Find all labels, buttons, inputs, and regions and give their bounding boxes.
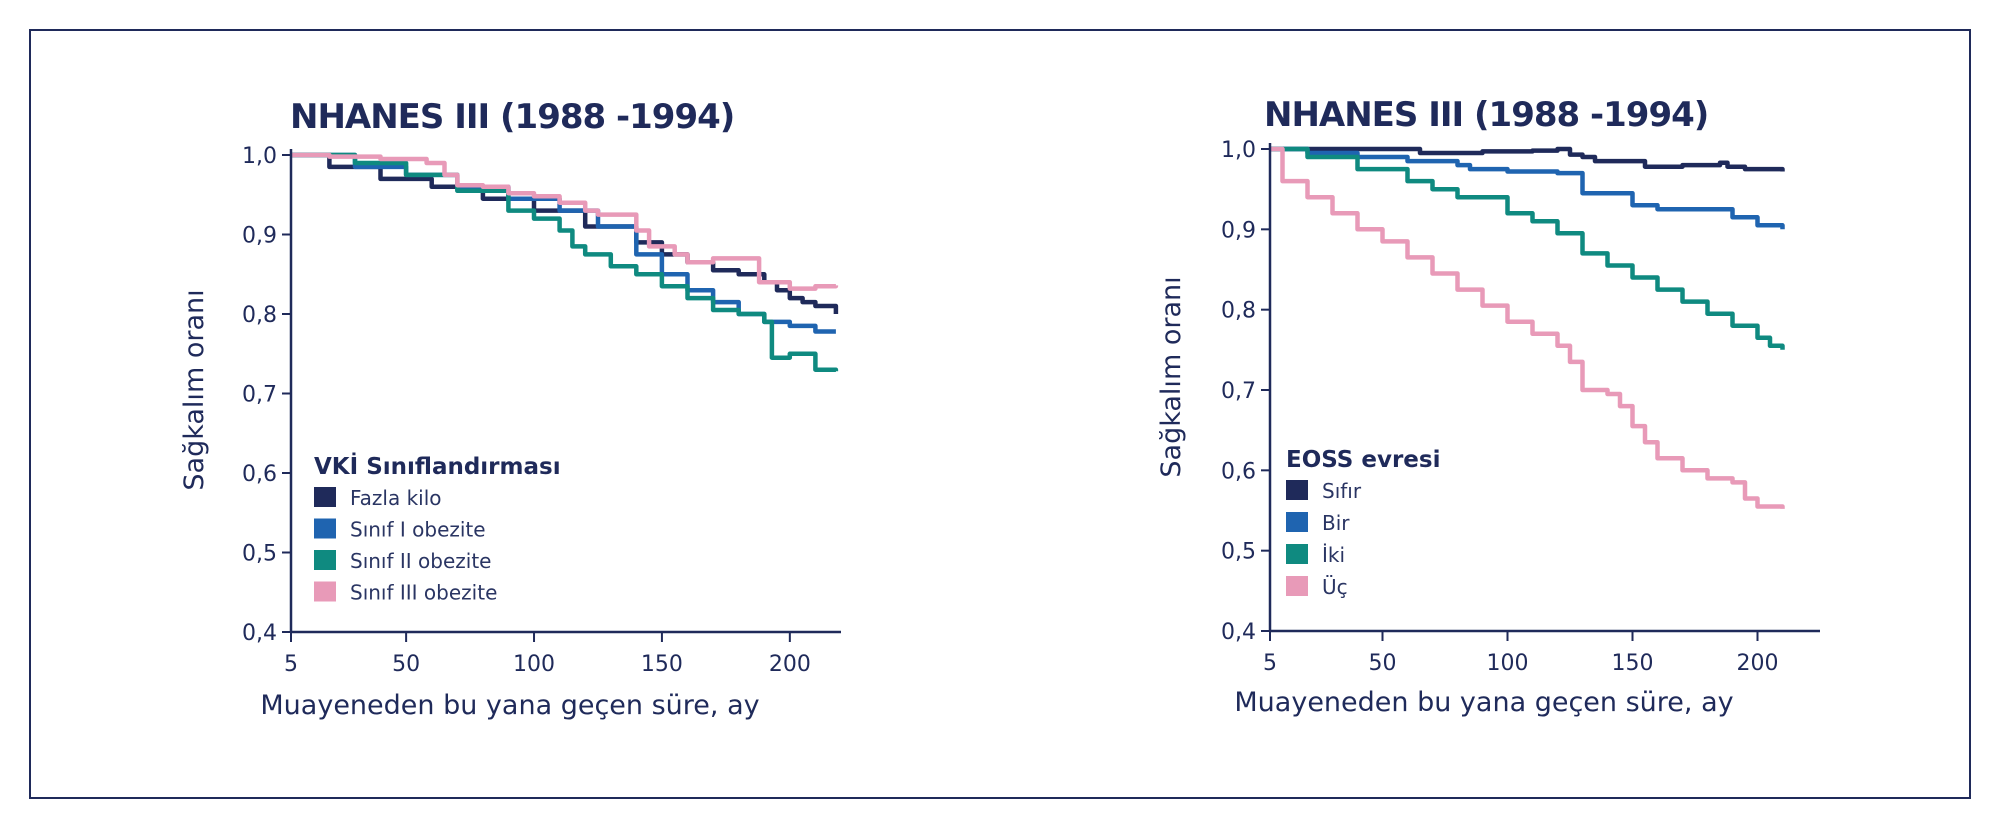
y-tick-label: 0,9 (1221, 218, 1256, 243)
legend-swatch (1286, 576, 1308, 596)
y-tick-label: 0,7 (1221, 379, 1256, 404)
x-axis-ticks: 5 50 100 150 200 (1263, 631, 1779, 676)
x-axis-label: Muayeneden bu yana geçen süre, ay (1234, 687, 1733, 718)
y-tick-label: 0,7 (242, 383, 277, 408)
y-tick-label: 1,0 (242, 144, 277, 169)
y-tick-label: 0,5 (1221, 540, 1256, 565)
legend-label: Fazla kilo (350, 486, 442, 510)
legend: EOSS evresi Sıfır Bir İki Üç (1286, 447, 1440, 599)
series-line (291, 152, 839, 291)
x-tick-label: 200 (1737, 651, 1779, 676)
series-line (1270, 146, 1785, 172)
legend: VKİ Sınıflandırması Fazla kilo Sınıf I ob… (314, 452, 561, 605)
series-line (1270, 146, 1785, 509)
x-tick-label: 100 (513, 652, 555, 677)
x-tick-label: 5 (284, 652, 298, 677)
y-tick-label: 1,0 (1221, 138, 1256, 163)
x-axis-ticks: 5 50 100 150 200 (284, 632, 811, 677)
legend-swatch (314, 550, 336, 570)
x-tick-label: 5 (1263, 651, 1277, 676)
x-tick-label: 150 (641, 652, 683, 677)
legend-label: Üç (1322, 575, 1348, 599)
legend-swatch (1286, 512, 1308, 532)
series-line (1270, 146, 1785, 350)
y-axis-label: Sağkalım oranı (179, 289, 210, 490)
chart-title: NHANES III (1988 -1994) (1264, 95, 1708, 135)
legend-label: Sınıf III obezite (350, 581, 497, 605)
y-tick-label: 0,6 (242, 462, 277, 487)
x-tick-label: 100 (1487, 651, 1529, 676)
series-line (291, 152, 836, 334)
series-lines (1270, 146, 1785, 509)
y-tick-label: 0,4 (242, 621, 277, 646)
x-tick-label: 200 (769, 652, 811, 677)
legend-label: İki (1322, 543, 1345, 567)
legend-label: Sınıf I obezite (350, 518, 486, 542)
chart-vki: NHANES III (1988 -1994) 1,0 0,9 0,8 0,7 0,6 0… (179, 97, 841, 721)
legend-label: Bir (1322, 511, 1350, 535)
y-tick-label: 0,6 (1221, 459, 1256, 484)
series-line (1270, 146, 1785, 230)
legend-swatch (1286, 544, 1308, 564)
series-lines (291, 152, 839, 372)
x-tick-label: 50 (392, 652, 420, 677)
y-tick-label: 0,5 (242, 542, 277, 567)
legend-swatch (314, 581, 336, 602)
figure-frame (29, 29, 1971, 799)
series-line (291, 152, 839, 372)
y-tick-label: 0,8 (242, 303, 277, 328)
x-tick-label: 150 (1612, 651, 1654, 676)
x-axis-label: Muayeneden bu yana geçen süre, ay (260, 690, 759, 721)
chart-eoss: NHANES III (1988 -1994) 1,0 0,9 0,8 0,7 0,6 0… (1156, 95, 1820, 718)
y-tick-label: 0,4 (1221, 620, 1256, 645)
legend-label: Sınıf II obezite (350, 549, 491, 573)
legend-swatch (1286, 480, 1308, 500)
y-axis-ticks: 1,0 0,9 0,8 0,7 0,6 0,5 0,4 (1221, 138, 1270, 645)
x-tick-label: 50 (1369, 651, 1397, 676)
y-axis-label: Sağkalım oranı (1156, 276, 1187, 477)
legend-swatch (314, 518, 336, 539)
y-tick-label: 0,8 (1221, 299, 1256, 324)
chart-title: NHANES III (1988 -1994) (290, 97, 734, 137)
y-axis-ticks: 1,0 0,9 0,8 0,7 0,6 0,5 0,4 (242, 144, 291, 646)
series-line (291, 152, 839, 314)
y-tick-label: 0,9 (242, 224, 277, 249)
legend-title: EOSS evresi (1286, 447, 1440, 473)
legend-swatch (314, 487, 336, 507)
legend-title: VKİ Sınıflandırması (314, 452, 561, 480)
legend-label: Sıfır (1322, 479, 1362, 503)
